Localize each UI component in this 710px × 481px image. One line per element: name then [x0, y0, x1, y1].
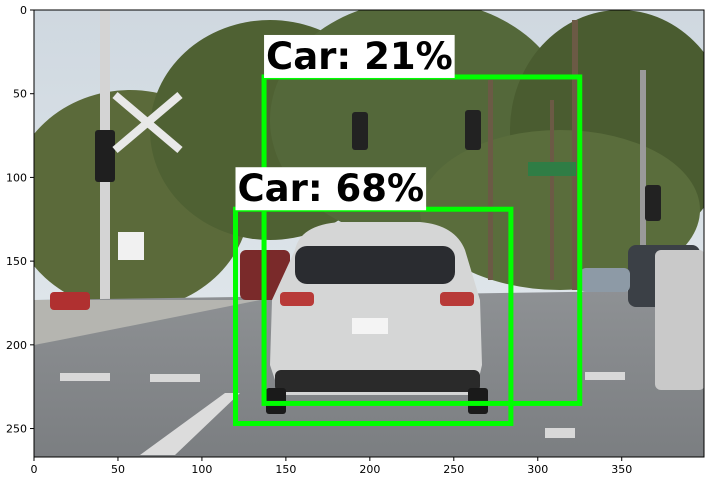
detection-label: Car: 21%	[264, 34, 455, 78]
x-tick-label: 150	[275, 463, 296, 476]
x-tick-label: 50	[111, 463, 125, 476]
detection-label-background	[264, 34, 455, 78]
x-tick-label: 250	[443, 463, 464, 476]
y-tick-label: 50	[13, 88, 27, 101]
x-tick-label: 0	[31, 463, 38, 476]
y-tick-label: 200	[6, 339, 27, 352]
y-tick-label: 100	[6, 171, 27, 184]
axis-ticks: 0 50 100 150 200 250 300 350 0 50 100 150 200 250	[6, 4, 632, 476]
x-tick-label: 100	[191, 463, 212, 476]
y-tick-label: 150	[6, 255, 27, 268]
detection-label: Car: 68%	[235, 167, 427, 211]
detection-boxes: Car: 21% Car: 68%	[233, 34, 583, 427]
y-tick-label: 0	[20, 4, 27, 17]
detection-label-text: Car: 68%	[238, 167, 425, 210]
x-tick-label: 200	[359, 463, 380, 476]
street-photo	[34, 10, 704, 457]
detection-label-text: Car: 21%	[266, 35, 453, 78]
x-tick-label: 350	[611, 463, 632, 476]
axes-frame	[33, 9, 705, 458]
detection-label-background	[235, 167, 427, 211]
y-tick-label: 250	[6, 423, 27, 436]
x-tick-label: 300	[527, 463, 548, 476]
